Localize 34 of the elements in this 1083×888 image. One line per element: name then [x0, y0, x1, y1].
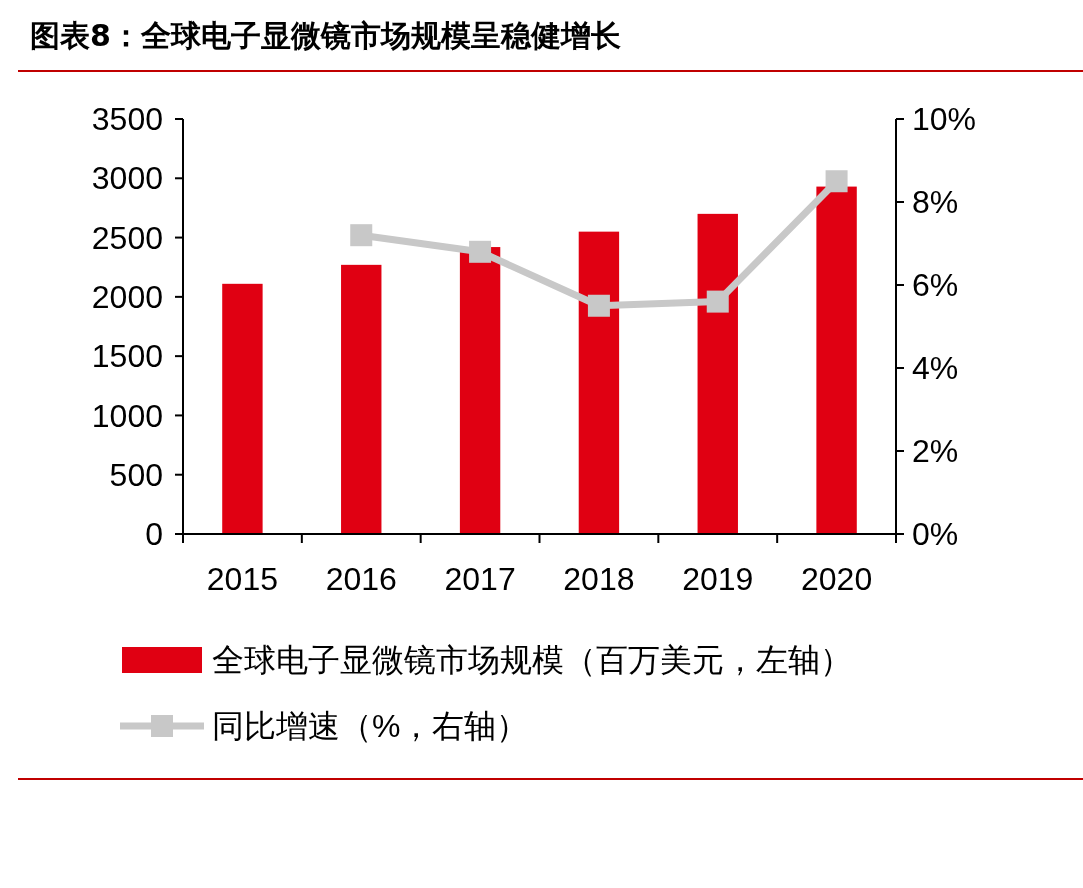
y-tick-label: 500 — [109, 456, 163, 493]
point — [587, 294, 610, 317]
bar — [341, 264, 382, 534]
y-tick-label: 2500 — [91, 219, 163, 256]
y2-tick-label: 8% — [912, 184, 959, 221]
legend-label: 同比增速（%，右轴） — [212, 708, 529, 745]
x-tick-label: 2020 — [800, 561, 873, 597]
x-tick-label: 2017 — [444, 561, 516, 597]
x-tick-label: 2018 — [563, 561, 635, 597]
bar — [816, 186, 857, 534]
y-tick-label: 3500 — [91, 101, 163, 138]
point — [350, 224, 373, 247]
x-tick-label: 2019 — [682, 561, 754, 597]
chart-title: 图表8：全球电子显微镜市场规模呈稳健增长 — [30, 18, 621, 53]
y-tick-label: 1500 — [91, 338, 163, 375]
y2-tick-label: 10% — [912, 101, 977, 138]
legend-label: 全球电子显微镜市场规模（百万美元，左轴） — [212, 642, 852, 679]
y-tick-label: 1000 — [91, 397, 163, 434]
point — [706, 290, 729, 313]
y2-tick-label: 0% — [912, 516, 959, 553]
bar — [697, 213, 738, 534]
y2-tick-label: 2% — [912, 433, 959, 470]
bar — [222, 283, 263, 534]
x-tick-label: 2015 — [206, 561, 279, 597]
y2-tick-label: 4% — [912, 350, 959, 387]
y-tick-label: 3000 — [91, 160, 163, 197]
y2-tick-label: 6% — [912, 267, 959, 304]
bar — [578, 231, 620, 534]
bar — [459, 247, 501, 534]
point — [469, 240, 492, 263]
y-tick-label: 0 — [145, 516, 163, 553]
y-tick-label: 2000 — [91, 279, 163, 316]
x-tick-label: 2016 — [325, 561, 397, 597]
point — [825, 170, 848, 193]
